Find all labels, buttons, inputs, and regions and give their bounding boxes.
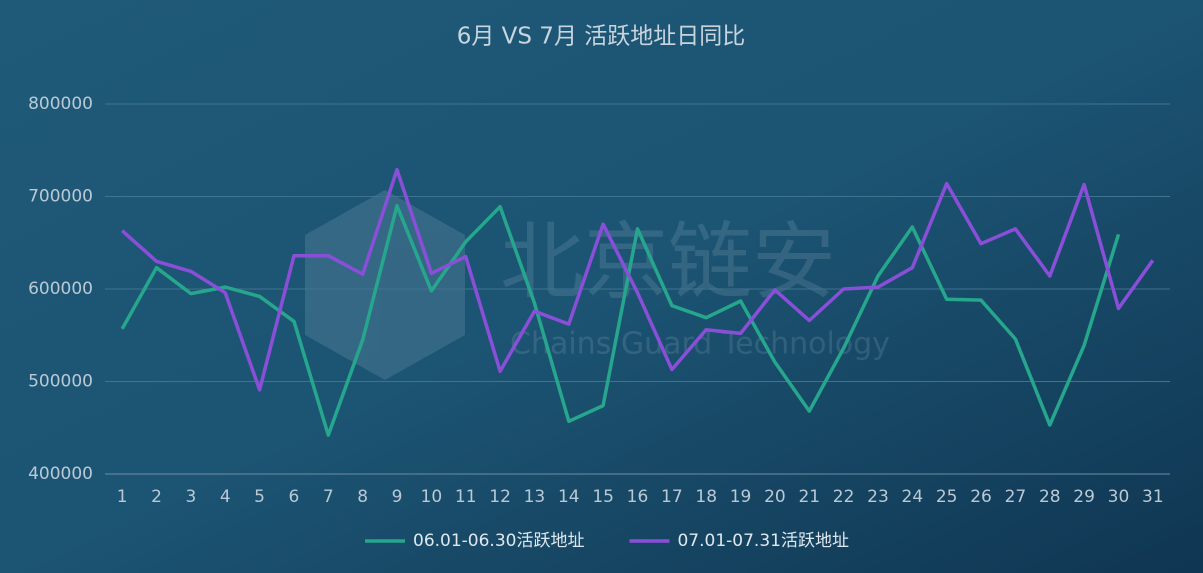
x-tick-label: 8 <box>357 487 368 507</box>
x-tick-label: 15 <box>592 487 614 507</box>
x-tick-label: 6 <box>289 487 300 507</box>
x-tick-label: 2 <box>151 487 162 507</box>
x-tick-label: 30 <box>1108 487 1130 507</box>
y-tick-label: 500000 <box>28 372 93 392</box>
y-tick-label: 700000 <box>28 187 93 207</box>
chart-title: 6月 VS 7月 活跃地址日同比 <box>457 24 746 50</box>
x-tick-label: 10 <box>421 487 443 507</box>
x-tick-label: 7 <box>323 487 334 507</box>
x-tick-label: 16 <box>627 487 649 507</box>
y-tick-label: 800000 <box>28 94 93 114</box>
x-tick-label: 9 <box>392 487 403 507</box>
x-tick-label: 29 <box>1073 487 1095 507</box>
x-tick-label: 27 <box>1005 487 1027 507</box>
x-tick-label: 28 <box>1039 487 1061 507</box>
x-tick-label: 24 <box>902 487 924 507</box>
x-tick-label: 19 <box>730 487 752 507</box>
x-tick-label: 11 <box>455 487 477 507</box>
x-tick-label: 17 <box>661 487 683 507</box>
series-line <box>121 167 1155 392</box>
watermark-logo <box>305 190 465 380</box>
y-tick-label: 600000 <box>28 279 93 299</box>
x-tick-label: 4 <box>220 487 231 507</box>
series-line <box>120 204 1121 437</box>
x-tick-label: 23 <box>867 487 889 507</box>
x-tick-label: 3 <box>185 487 196 507</box>
x-tick-label: 25 <box>936 487 958 507</box>
x-tick-label: 18 <box>695 487 717 507</box>
x-tick-label: 13 <box>524 487 546 507</box>
x-tick-label: 31 <box>1142 487 1164 507</box>
x-tick-label: 26 <box>970 487 992 507</box>
x-tick-label: 21 <box>798 487 820 507</box>
legend-label: 06.01-06.30活跃地址 <box>413 531 584 551</box>
legend-label: 07.01-07.31活跃地址 <box>677 531 848 551</box>
watermark-subtitle: Chains Guard Technology <box>510 327 890 362</box>
x-tick-label: 22 <box>833 487 855 507</box>
x-tick-label: 14 <box>558 487 580 507</box>
x-tick-label: 20 <box>764 487 786 507</box>
y-tick-label: 400000 <box>28 464 93 484</box>
x-tick-label: 12 <box>489 487 511 507</box>
x-tick-label: 1 <box>117 487 128 507</box>
x-tick-label: 5 <box>254 487 265 507</box>
